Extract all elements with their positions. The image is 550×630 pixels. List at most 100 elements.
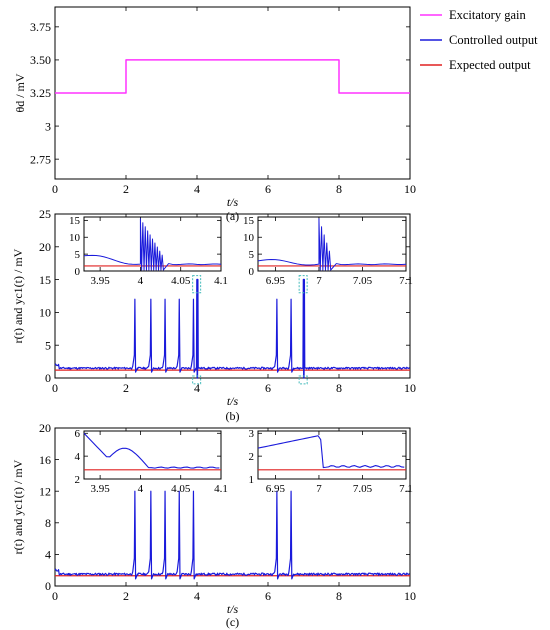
- c-inset-x-tick-label: 6.95: [266, 483, 286, 495]
- c-caption: (c): [226, 615, 239, 629]
- a-x-tick-label: 6: [265, 182, 271, 196]
- c-inset-x-tick-label: 3.95: [90, 483, 110, 495]
- a-y-tick-label: 3.25: [30, 86, 51, 100]
- c-x-tick-label: 2: [123, 589, 129, 603]
- b-x-tick-label: 4: [194, 381, 200, 395]
- a-x-tick-label: 10: [404, 182, 416, 196]
- c-inset-y-tick-label: 3: [249, 428, 255, 440]
- c-y-tick-label: 4: [45, 548, 51, 562]
- b-x-tick-label: 8: [336, 381, 342, 395]
- inset-controlled-line: [257, 435, 405, 469]
- zoom-box-top: [192, 275, 202, 294]
- a-y-tick-label: 2.75: [30, 152, 51, 166]
- b-inset-x-tick-label: 7.05: [353, 275, 373, 287]
- chart-a: 0 2 4 6 8 10 2.75 3 3.25 3.50 3.75 t/s θd / mV (a): [13, 6, 416, 223]
- b-inset-x-tick-label: 7: [316, 275, 322, 287]
- b-x-tick-label: 2: [123, 381, 129, 395]
- a-x-tick-label: 4: [194, 182, 200, 196]
- a-x-tick-label: 0: [52, 182, 58, 196]
- series-controlled-burst: [302, 278, 306, 379]
- b-inset-x-tick-label: 6.95: [266, 275, 286, 287]
- a-y-tick-label: 3: [45, 119, 51, 133]
- b-y-tick-label: 10: [39, 306, 51, 320]
- b-y-tick-label: 5: [45, 338, 51, 352]
- c-axes-frame: [54, 427, 411, 587]
- inset-bg: [84, 431, 221, 479]
- b-y-tick-label: 0: [45, 371, 51, 385]
- b-inset-axes-frame: [83, 216, 222, 272]
- b-inset-x-tick-label: 4: [138, 275, 144, 287]
- inset-controlled-line: [257, 218, 407, 271]
- c-inset-x-tick-label: 7.05: [353, 483, 373, 495]
- b-inset-y-tick-label: 5: [249, 249, 255, 261]
- series-controlled-output-line: [54, 298, 410, 373]
- b-inset-axes-frame: [257, 216, 407, 272]
- a-x-tick-label: 8: [336, 182, 342, 196]
- b-inset-y-tick-label: 15: [69, 215, 81, 227]
- inset-bg: [258, 217, 406, 271]
- series-controlled-burst: [195, 278, 199, 379]
- b-caption: (b): [226, 409, 240, 423]
- legend-label: Expected output: [449, 58, 531, 72]
- b-inset-y-tick-label: 10: [69, 232, 81, 244]
- b-y-tick-label: 25: [39, 207, 51, 221]
- c-inset-y-tick-label: 4: [75, 451, 81, 463]
- b-y-axis-label: r(t) and yc1(t) / mV: [11, 248, 25, 343]
- c-inset-y-tick-label: 1: [249, 474, 255, 486]
- b-x-tick-label: 0: [52, 381, 58, 395]
- c-y-tick-label: 0: [45, 579, 51, 593]
- b-x-axis-label: t/s: [227, 394, 239, 408]
- series-controlled-output-line: [54, 490, 410, 580]
- c-x-tick-label: 0: [52, 589, 58, 603]
- c-inset-2: 6.95 7 7.05 7.1 1 2 3: [249, 428, 413, 495]
- b-inset-2: 6.95 7 7.05 7.1 0 5 10 15: [243, 215, 413, 287]
- c-inset-1: 3.95 4 4.05 4.1 2 4 6: [75, 428, 228, 495]
- c-y-axis-label: r(t) and yc1(t) / mV: [11, 459, 25, 554]
- b-inset-y-tick-label: 5: [75, 249, 81, 261]
- c-x-tick-label: 4: [194, 589, 200, 603]
- c-inset-axes-frame: [257, 430, 407, 480]
- inset-bg: [258, 431, 406, 479]
- b-inset-x-tick-label: 3.95: [90, 275, 110, 287]
- a-x-tick-label: 2: [123, 182, 129, 196]
- b-inset-y-tick-label: 0: [249, 266, 255, 278]
- inset-controlled-line: [83, 218, 222, 271]
- series-excitatory-gain-line: [55, 59, 410, 94]
- inset-controlled-line: [83, 432, 220, 469]
- c-inset-x-tick-label: 4.1: [214, 483, 228, 495]
- c-y-tick-label: 20: [39, 421, 51, 435]
- b-inset-x-tick-label: 4.1: [214, 275, 228, 287]
- c-y-tick-label: 12: [39, 484, 51, 498]
- a-y-tick-label: 3.75: [30, 20, 51, 34]
- b-inset-x-tick-label: 4.05: [171, 275, 191, 287]
- b-y-tick-label: 20: [39, 240, 51, 254]
- b-inset-y-tick-label: 0: [75, 266, 81, 278]
- c-x-tick-label: 6: [265, 589, 271, 603]
- b-inset-y-tick-label: 10: [243, 232, 255, 244]
- zoom-box-top: [298, 275, 308, 294]
- c-inset-x-tick-label: 7.1: [399, 483, 413, 495]
- c-x-tick-label: 8: [336, 589, 342, 603]
- c-y-tick-label: 16: [39, 453, 51, 467]
- b-x-tick-label: 6: [265, 381, 271, 395]
- a-caption: (a): [226, 209, 239, 223]
- a-y-tick-label: 3.50: [30, 53, 51, 67]
- b-inset-1: 3.95 4 4.05 4.1 0 5 10 15: [69, 215, 228, 287]
- c-x-tick-label: 10: [404, 589, 416, 603]
- c-inset-y-tick-label: 2: [75, 474, 81, 486]
- legend-label: Controlled output: [449, 33, 538, 47]
- b-inset-y-tick-label: 15: [243, 215, 255, 227]
- c-inset-x-tick-label: 4.05: [171, 483, 191, 495]
- c-inset-y-tick-label: 6: [75, 428, 81, 440]
- zoom-box-bottom: [298, 375, 308, 385]
- zoom-box-bottom: [192, 375, 202, 385]
- c-y-tick-label: 8: [45, 516, 51, 530]
- c-inset-x-tick-label: 4: [138, 483, 144, 495]
- b-axes-frame: [54, 213, 411, 379]
- c-x-axis-label: t/s: [227, 602, 239, 616]
- chart-b: 0 2 4 6 8 10 0 5 10 15 20 25 3.95 4 4.05 4.1 0 5 10 15 6.95 7…: [11, 207, 416, 423]
- a-x-axis-label: t/s: [227, 195, 239, 209]
- legend-label: Excitatory gain: [449, 8, 526, 22]
